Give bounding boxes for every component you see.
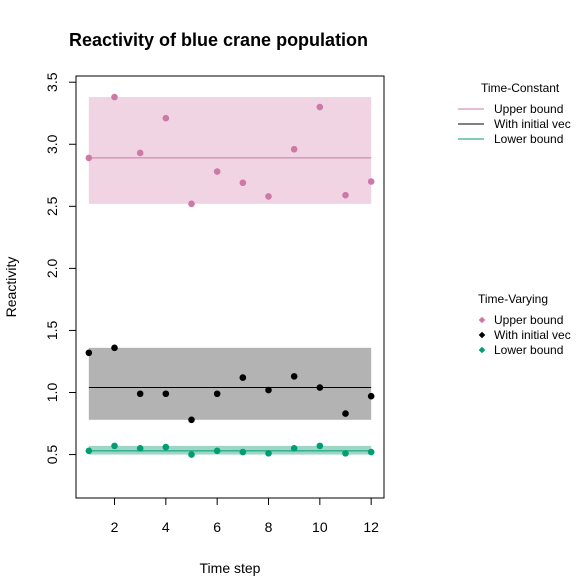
lower-point [239, 448, 247, 456]
time-varying-legend-label: Lower bound [494, 343, 563, 357]
lower-point [213, 447, 221, 455]
time-constant-legend-label: With initial vec [494, 117, 571, 131]
upper-point [111, 93, 118, 101]
upper-point [290, 145, 298, 153]
x-tick-label: 10 [312, 519, 328, 535]
upper-point [342, 191, 349, 199]
lower-point [111, 442, 118, 450]
time-varying-legend-swatch [478, 346, 486, 354]
points-layer [85, 93, 375, 458]
initial-band [88, 347, 372, 420]
lower-point [316, 442, 324, 450]
upper-point [265, 193, 272, 200]
lower-point [162, 443, 170, 451]
upper-point [136, 149, 144, 157]
initial-point [239, 374, 247, 381]
initial-point [265, 386, 272, 394]
lower-point [85, 447, 93, 455]
initial-point [367, 392, 375, 400]
time-varying-legend-swatch [478, 331, 486, 339]
initial-point [136, 390, 144, 398]
upper-point [85, 154, 93, 162]
time-varying-legend-swatch [478, 316, 486, 324]
upper-point [213, 168, 221, 175]
upper-point [162, 114, 170, 122]
x-tick-label: 6 [213, 519, 221, 535]
lower-point [188, 451, 195, 458]
initial-point [316, 384, 324, 391]
initial-point [85, 349, 93, 357]
upper-point [316, 103, 324, 111]
chart-title: Reactivity of blue crane population [69, 30, 368, 50]
x-axis-label: Time step [200, 560, 261, 576]
y-tick-label: 3.5 [44, 72, 60, 92]
lower-point [290, 445, 298, 452]
y-tick-label: 2.5 [44, 196, 60, 216]
y-tick-label: 1.0 [44, 383, 60, 403]
upper-point [188, 200, 195, 208]
lower-point [136, 445, 144, 452]
lower-point [342, 450, 349, 457]
x-tick-label: 8 [265, 519, 273, 535]
x-axis: 2 4 6 8 10 12 [111, 497, 379, 535]
y-axis: 0.5 1.0 1.5 2.0 2.5 3.0 3.5 [44, 72, 77, 465]
time-varying-legend-label: With initial vec [494, 328, 571, 342]
lower-point [265, 450, 272, 457]
time-constant-legend-label: Upper bound [494, 102, 563, 116]
time-constant-legend-label: Lower bound [494, 132, 563, 146]
x-tick-label: 12 [363, 519, 379, 535]
upper-point [367, 178, 375, 185]
lower-band [88, 445, 372, 455]
initial-point [342, 410, 349, 417]
constant-lines-layer [88, 157, 372, 452]
x-tick-label: 4 [162, 519, 170, 535]
initial-point [111, 344, 118, 352]
initial-point [188, 416, 195, 424]
initial-point [162, 390, 170, 398]
y-tick-label: 1.5 [44, 320, 60, 340]
x-tick-label: 2 [111, 519, 119, 535]
time-varying-legend-label: Upper bound [494, 313, 563, 327]
initial-point [213, 390, 221, 398]
y-axis-label: Reactivity [3, 257, 19, 318]
upper-band [88, 97, 372, 204]
y-tick-label: 3.0 [44, 134, 60, 154]
time-varying-legend-title: Time-Varying [478, 292, 548, 306]
lower-point [367, 448, 375, 456]
bands-layer [88, 97, 372, 455]
upper-point [239, 179, 247, 187]
y-tick-label: 0.5 [44, 445, 60, 465]
initial-point [290, 373, 298, 380]
y-tick-label: 2.0 [44, 258, 60, 278]
time-constant-legend-title: Time-Constant [481, 81, 560, 95]
